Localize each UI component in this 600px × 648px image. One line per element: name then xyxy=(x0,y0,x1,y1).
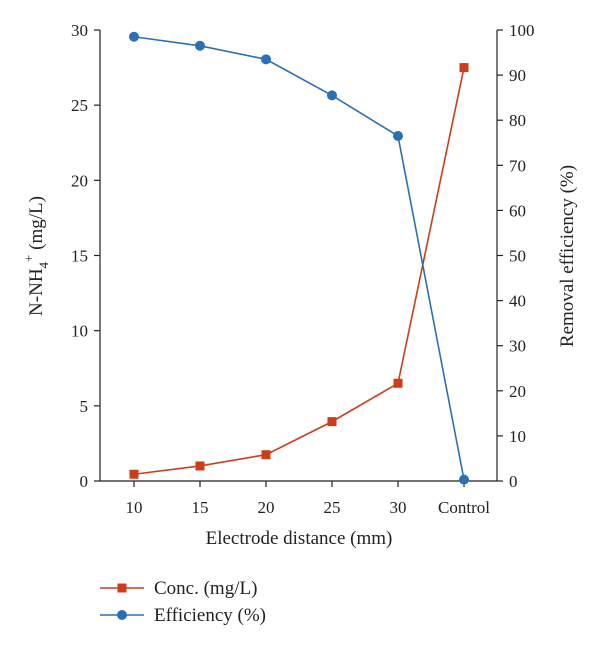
x-tick-label: 25 xyxy=(324,498,341,517)
y-tick-label: 0 xyxy=(80,472,89,491)
axes xyxy=(99,30,498,482)
y2-axis-title: Removal efficiency (%) xyxy=(557,165,578,347)
y-axis-title-unit: (mg/L) xyxy=(26,196,47,255)
data-point xyxy=(195,40,205,51)
legend-label: Efficiency (%) xyxy=(154,605,266,626)
y-tick-label: 15 xyxy=(71,247,88,266)
data-point xyxy=(261,54,271,65)
y-axis-title-subscript: 4 xyxy=(36,261,51,268)
data-point xyxy=(129,31,139,42)
data-point xyxy=(129,469,139,479)
ticks: 0 5 10 15 20 25 30 0 10 20 30 40 50 60 70 80 90 100 10 15 20… xyxy=(71,21,535,517)
data-point xyxy=(327,417,337,427)
data-point xyxy=(195,461,205,471)
data-point xyxy=(261,450,271,460)
x-tick-label: Control xyxy=(438,498,490,517)
data-point xyxy=(459,63,469,73)
legend: Conc. (mg/L) Efficiency (%) xyxy=(100,578,266,626)
data-point xyxy=(393,378,403,388)
data-point xyxy=(393,130,403,141)
y2-tick-label: 30 xyxy=(509,337,526,356)
legend-marker xyxy=(117,610,127,620)
y-tick-label: 25 xyxy=(71,96,88,115)
y2-tick-label: 80 xyxy=(509,111,526,130)
y2-tick-label: 20 xyxy=(509,382,526,401)
x-tick-label: 30 xyxy=(390,498,407,517)
legend-marker xyxy=(117,583,127,593)
y2-tick-label: 0 xyxy=(509,472,518,491)
data-point xyxy=(459,474,469,485)
y2-tick-label: 100 xyxy=(509,21,535,40)
x-tick-label: 20 xyxy=(258,498,275,517)
series-line xyxy=(133,35,465,480)
y2-tick-label: 40 xyxy=(509,292,526,311)
y2-tick-label: 70 xyxy=(509,156,526,175)
y-tick-label: 10 xyxy=(71,322,88,341)
x-tick-label: 10 xyxy=(126,498,143,517)
legend-label: Conc. (mg/L) xyxy=(154,578,257,599)
data-point xyxy=(327,90,337,101)
y-tick-label: 5 xyxy=(80,397,89,416)
y-axis-title-superscript: + xyxy=(21,255,36,262)
x-tick-label: 15 xyxy=(192,498,209,517)
x-axis-title: Electrode distance (mm) xyxy=(206,528,393,549)
y-tick-label: 30 xyxy=(71,21,88,40)
y-axis-title-base: N-NH xyxy=(26,268,47,316)
y-tick-label: 20 xyxy=(71,171,88,190)
y2-tick-label: 60 xyxy=(509,201,526,220)
series-layer xyxy=(129,31,469,485)
y2-tick-label: 50 xyxy=(509,247,526,266)
y2-tick-label: 90 xyxy=(509,66,526,85)
y-axis-title: N-NH4+ (mg/L) xyxy=(21,196,51,316)
y2-tick-label: 10 xyxy=(509,427,526,446)
series-line xyxy=(133,67,465,476)
